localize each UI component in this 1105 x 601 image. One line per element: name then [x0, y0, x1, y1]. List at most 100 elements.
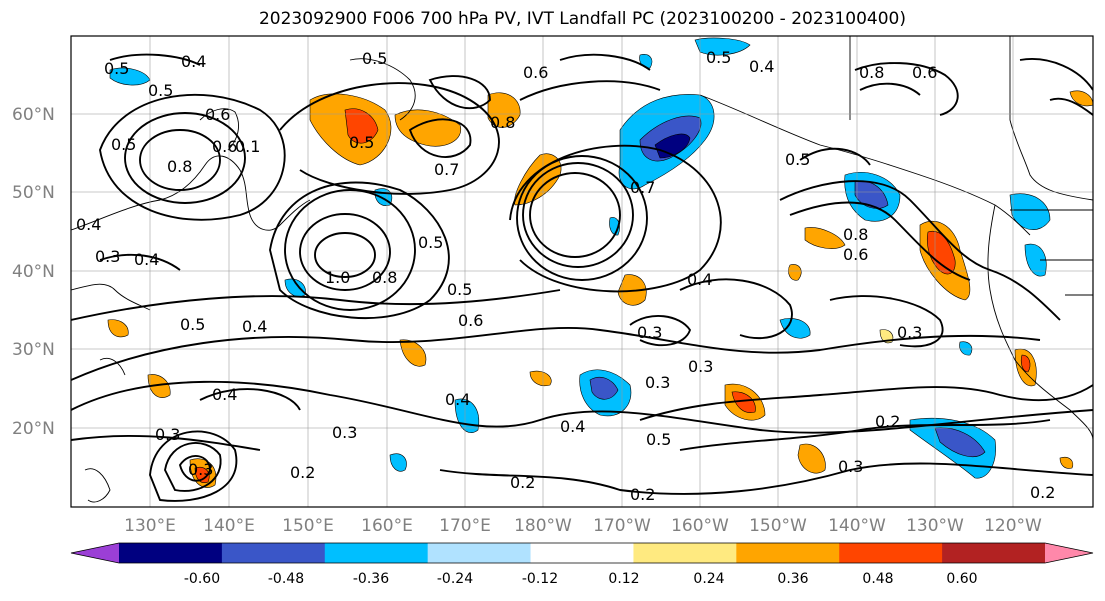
contour-label: 0.5	[706, 48, 731, 67]
pv-contours	[71, 53, 1093, 502]
colorbar-tick-label: -0.48	[268, 571, 304, 587]
colorbar	[70, 542, 1094, 564]
lon-label: 160°W	[671, 516, 729, 536]
contour-label: 0.4	[560, 417, 585, 436]
contour-label: 0.3	[155, 425, 180, 444]
contour-label: 0.7	[434, 160, 459, 179]
contour-label: 0.4	[242, 317, 267, 336]
colorbar-segment	[427, 543, 532, 563]
contour-label: 1.0	[325, 268, 350, 287]
contour-label: 0.3	[95, 247, 120, 266]
colorbar-tick-label: 0.12	[608, 571, 639, 587]
contour-label: 0.5	[349, 133, 374, 152]
colorbar-segment	[221, 543, 326, 563]
contour-label: 0.6	[523, 63, 548, 82]
contour-label: 0.4	[445, 390, 470, 409]
lat-label: 20°N	[12, 419, 55, 439]
contour-label: 0.3	[645, 373, 670, 392]
colorbar-segment	[324, 543, 429, 563]
colorbar-tick-label: 0.60	[946, 571, 977, 587]
contour-labels: 0.5 0.4 0.5 0.6 0.5 0.4 0.1 0.8 0.6 0.5 …	[76, 48, 1055, 504]
contour-label: 0.3	[838, 457, 863, 476]
contour-label: 0.5	[180, 315, 205, 334]
contour-label: 0.5	[418, 233, 443, 252]
contour-label: 0.8	[859, 63, 884, 82]
contour-label: 0.4	[134, 250, 159, 269]
contour-label: 0.8	[843, 225, 868, 244]
colorbar-segment	[119, 543, 223, 563]
colorbar-outline	[70, 542, 1094, 564]
contour-label: 0.4	[181, 52, 206, 71]
contour-label: 0.5	[111, 135, 136, 154]
colorbar-segment	[839, 543, 943, 563]
contour-label: 0.7	[630, 178, 655, 197]
contour-label: 0.4	[76, 215, 101, 234]
colorbar-tick-label: 0.36	[777, 571, 808, 587]
lon-label: 130°E	[124, 516, 176, 536]
lon-label: 130°W	[906, 516, 964, 536]
contour-label: 0.2	[630, 485, 655, 504]
contour-label: 0.3	[688, 357, 713, 376]
colorbar-segment	[530, 543, 634, 563]
lon-label: 160°E	[361, 516, 413, 536]
colorbar-tick-label: 0.48	[862, 571, 893, 587]
contour-label: 0.6	[843, 245, 868, 264]
contour-label: 0.4	[212, 385, 237, 404]
contour-label: 0.8	[372, 268, 397, 287]
lon-label: 140°W	[828, 516, 886, 536]
longitude-labels: 130°E 140°E 150°E 160°E 170°E 180°W 170°…	[124, 516, 1042, 536]
lat-label: 30°N	[12, 340, 55, 360]
contour-label: 0.6	[912, 63, 937, 82]
map-title: 2023092900 F006 700 hPa PV, IVT Landfall…	[258, 9, 906, 29]
colorbar-segment	[736, 543, 840, 563]
colorbar-segment	[942, 543, 1046, 563]
colorbar-tick-label: -0.24	[437, 571, 473, 587]
contour-label: 0.5	[104, 59, 129, 78]
lon-label: 180°W	[514, 516, 572, 536]
lat-label: 40°N	[12, 262, 55, 282]
contour-label: 0.3	[897, 323, 922, 342]
contour-label: 0.3	[637, 323, 662, 342]
contour-label: 0.5	[646, 430, 671, 449]
contour-label: 0.3	[188, 460, 213, 479]
colorbar-tick-label: -0.60	[184, 571, 220, 587]
latitude-labels: 60°N 50°N 40°N 30°N 20°N	[12, 105, 55, 439]
colorbar-extend-min	[71, 543, 119, 563]
contour-label: 0.5	[785, 150, 810, 169]
lon-label: 150°W	[749, 516, 807, 536]
lon-label: 170°W	[593, 516, 651, 536]
lon-label: 140°E	[203, 516, 255, 536]
coastlines	[71, 36, 1093, 503]
graticule	[71, 36, 1093, 507]
contour-label: 0.6	[458, 311, 483, 330]
contour-label: 0.1	[235, 137, 260, 156]
shaded-anomalies	[107, 37, 1093, 488]
contour-label: 0.5	[362, 49, 387, 68]
lon-label: 150°E	[282, 516, 334, 536]
contour-label: 0.5	[148, 81, 173, 100]
contour-label: 0.5	[447, 280, 472, 299]
contour-label: 0.6	[212, 137, 237, 156]
contour-label: 0.3	[332, 423, 357, 442]
map-border	[70, 35, 1094, 508]
lat-label: 60°N	[12, 105, 55, 125]
contour-label: 0.2	[290, 463, 315, 482]
colorbar-tick-label: 0.24	[693, 571, 724, 587]
contour-label: 0.2	[510, 473, 535, 492]
contour-label: 0.2	[875, 412, 900, 431]
contour-label: 0.4	[687, 270, 712, 289]
contour-label: 0.8	[167, 157, 192, 176]
colorbar-tick-label: -0.36	[353, 571, 389, 587]
lat-label: 50°N	[12, 183, 55, 203]
contour-label: 0.6	[205, 105, 230, 124]
colorbar-segment	[633, 543, 737, 563]
colorbar-tick-label: -0.12	[522, 571, 558, 587]
contour-label: 0.4	[749, 57, 774, 76]
lon-label: 170°E	[439, 516, 491, 536]
colorbar-extend-max	[1045, 543, 1093, 563]
colorbar-tick-labels: -0.60 -0.48 -0.36 -0.24 -0.12 0.12 0.24 …	[184, 571, 978, 587]
contour-label: 0.2	[1030, 483, 1055, 502]
lon-label: 120°W	[984, 516, 1042, 536]
contour-label: 0.8	[490, 113, 515, 132]
